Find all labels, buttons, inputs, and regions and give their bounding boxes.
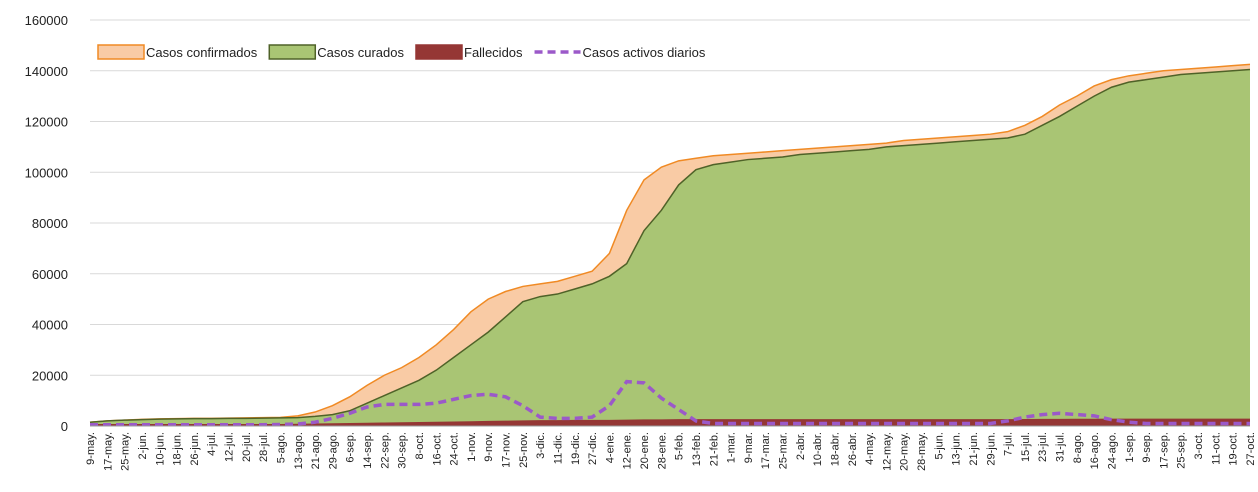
x-tick-label: 4-may. [864, 432, 876, 465]
x-tick-label: 31-jul. [1055, 432, 1067, 462]
x-tick-label: 5-jun. [933, 432, 945, 460]
x-tick-label: 1-sep. [1124, 432, 1136, 463]
legend-label: Casos curados [317, 45, 404, 60]
y-tick-label: 140000 [25, 64, 68, 79]
x-tick-label: 21-ago. [310, 432, 322, 469]
x-tick-label: 17-sep. [1158, 432, 1170, 469]
x-tick-label: 19-dic. [570, 432, 582, 465]
x-tick-label: 17-may. [102, 432, 114, 471]
x-tick-label: 25-sep. [1176, 432, 1188, 469]
x-tick-label: 10-jun. [154, 432, 166, 466]
x-tick-label: 27-dic. [587, 432, 599, 465]
x-tick-label: 13-ago. [293, 432, 305, 469]
x-tick-label: 12-jul. [224, 432, 236, 462]
x-tick-label: 9-sep. [1141, 432, 1153, 463]
x-tick-label: 6-sep. [345, 432, 357, 463]
area-line [90, 418, 1250, 426]
x-tick-label: 17-nov. [501, 432, 513, 468]
x-tick-label: 24-oct. [449, 432, 461, 466]
x-tick-label: 20-jul. [241, 432, 253, 462]
x-tick-label: 14-sep. [362, 432, 374, 469]
x-tick-label: 18-abr. [829, 432, 841, 466]
area [90, 69, 1250, 426]
y-tick-label: 160000 [25, 13, 68, 28]
x-tick-label: 7-jul. [1003, 432, 1015, 456]
x-tick-label: 2-jun. [137, 432, 149, 460]
x-tick-label: 8-ago. [1072, 432, 1084, 463]
x-tick-label: 16-oct. [431, 432, 443, 466]
legend-swatch [97, 44, 145, 60]
x-tick-label: 8-oct. [414, 432, 426, 460]
x-tick-label: 2-abr. [795, 432, 807, 460]
x-tick-label: 9-may. [85, 432, 97, 465]
x-tick-label: 24-ago. [1106, 432, 1118, 469]
legend-entry: Fallecidos [415, 44, 523, 60]
x-tick-label: 20-ene. [639, 432, 651, 469]
x-tick-label: 16-ago. [1089, 432, 1101, 469]
y-tick-label: 120000 [25, 115, 68, 130]
x-tick-label: 5-ago. [275, 432, 287, 463]
x-tick-label: 3-oct. [1193, 432, 1205, 460]
x-tick-label: 26-abr. [847, 432, 859, 466]
x-tick-label: 18-jun. [172, 432, 184, 466]
x-tick-label: 3-dic. [535, 432, 547, 459]
legend-entry: Casos activos diarios [534, 45, 706, 60]
y-tick-label: 40000 [32, 318, 68, 333]
x-tick-label: 21-jun. [968, 432, 980, 466]
area-line [89, 68, 1251, 423]
legend-swatch [415, 44, 463, 60]
y-tick-label: 100000 [25, 165, 68, 180]
x-tick-label: 15-jul. [1020, 432, 1032, 462]
area [90, 419, 1250, 426]
x-tick-label: 9-nov. [483, 432, 495, 462]
x-tick-label: 22-sep. [379, 432, 391, 469]
x-tick-label: 9-mar. [743, 432, 755, 463]
y-tick-label: 0 [61, 419, 68, 434]
x-tick-label: 13-jun. [951, 432, 963, 466]
x-tick-label: 12-may. [881, 432, 893, 471]
x-tick-label: 1-mar. [726, 432, 738, 463]
x-tick-label: 25-nov. [518, 432, 530, 468]
y-tick-label: 20000 [32, 368, 68, 383]
x-tick-label: 20-may. [899, 432, 911, 471]
y-tick-label: 60000 [32, 267, 68, 282]
x-tick-label: 29-jun. [985, 432, 997, 466]
x-tick-label: 13-feb. [691, 432, 703, 466]
line [90, 379, 1250, 427]
x-tick-label: 5-feb. [674, 432, 686, 460]
x-tick-label: 30-sep. [397, 432, 409, 469]
x-tick-label: 17-mar. [760, 432, 772, 469]
x-tick-label: 4-jul. [206, 432, 218, 456]
legend-label: Casos activos diarios [583, 45, 706, 60]
legend-entry: Casos confirmados [97, 44, 258, 60]
x-tick-label: 28-may. [916, 432, 928, 471]
x-tick-label: 4-ene. [604, 432, 616, 463]
x-tick-label: 21-feb. [708, 432, 720, 466]
x-tick-label: 28-ene. [656, 432, 668, 469]
x-tick-label: 25-mar. [778, 432, 790, 469]
x-tick-label: 25-may. [120, 432, 132, 471]
x-tick-label: 26-jun. [189, 432, 201, 466]
x-tick-label: 19-oct. [1228, 432, 1240, 466]
legend-label: Fallecidos [464, 45, 523, 60]
x-tick-label: 1-nov. [466, 432, 478, 462]
legend-entry: Casos curados [268, 44, 404, 60]
x-tick-label: 27-oct. [1245, 432, 1257, 466]
x-tick-label: 11-dic. [552, 432, 564, 464]
x-tick-label: 23-jul. [1037, 432, 1049, 462]
x-tick-label: 28-jul. [258, 432, 270, 462]
x-tick-label: 12-ene. [622, 432, 634, 469]
y-tick-label: 80000 [32, 216, 68, 231]
x-tick-label: 10-abr. [812, 432, 824, 466]
x-tick-label: 29-ago. [327, 432, 339, 469]
legend-label: Casos confirmados [146, 45, 258, 60]
legend-swatch [268, 44, 317, 60]
x-tick-label: 11-oct. [1210, 432, 1222, 465]
